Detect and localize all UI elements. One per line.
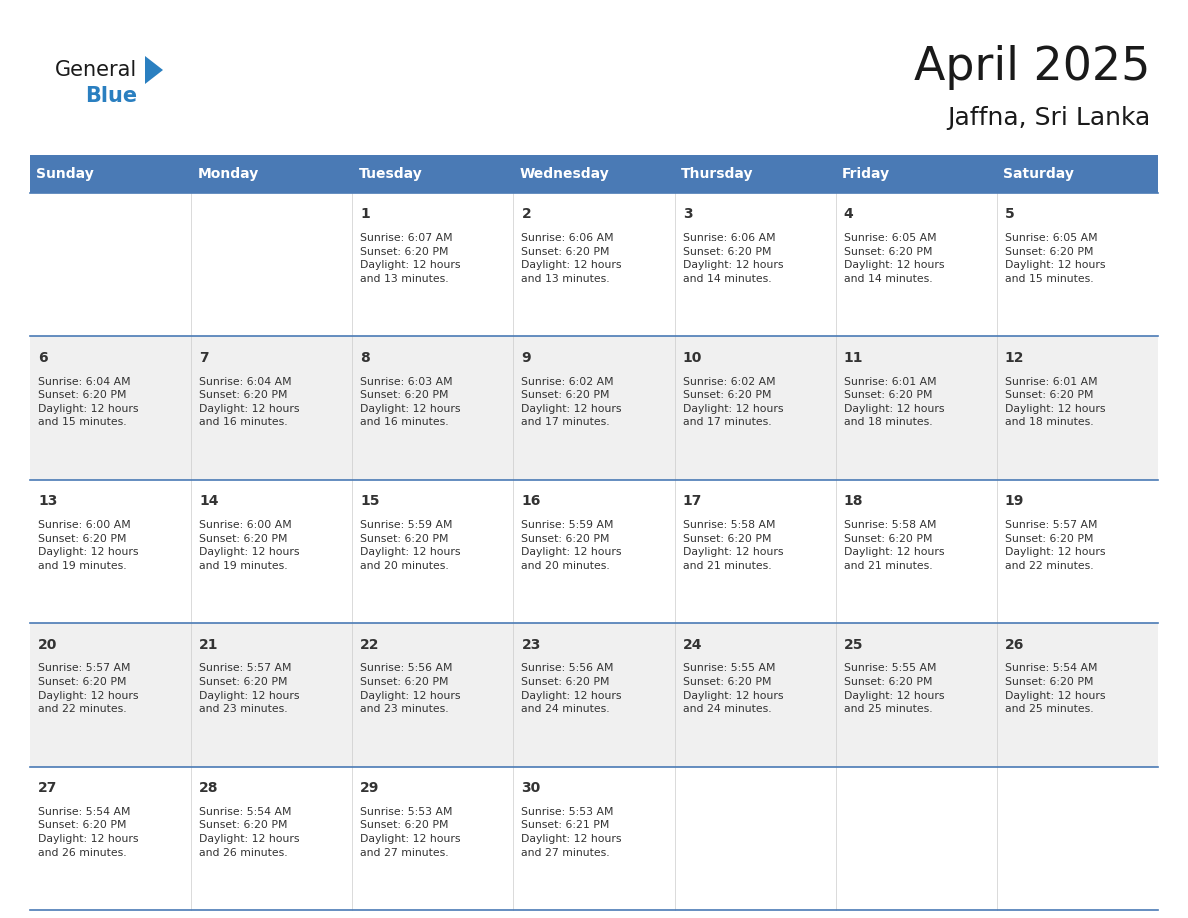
Text: 25: 25 xyxy=(843,637,864,652)
Text: Sunrise: 5:54 AM
Sunset: 6:20 PM
Daylight: 12 hours
and 25 minutes.: Sunrise: 5:54 AM Sunset: 6:20 PM Dayligh… xyxy=(1005,664,1105,714)
Text: Sunrise: 6:04 AM
Sunset: 6:20 PM
Daylight: 12 hours
and 15 minutes.: Sunrise: 6:04 AM Sunset: 6:20 PM Dayligh… xyxy=(38,376,139,428)
Text: Sunrise: 6:02 AM
Sunset: 6:20 PM
Daylight: 12 hours
and 17 minutes.: Sunrise: 6:02 AM Sunset: 6:20 PM Dayligh… xyxy=(683,376,783,428)
Text: 9: 9 xyxy=(522,351,531,364)
Text: Sunrise: 5:58 AM
Sunset: 6:20 PM
Daylight: 12 hours
and 21 minutes.: Sunrise: 5:58 AM Sunset: 6:20 PM Dayligh… xyxy=(683,520,783,571)
Text: 19: 19 xyxy=(1005,494,1024,509)
Text: Blue: Blue xyxy=(86,86,137,106)
Text: 27: 27 xyxy=(38,781,57,795)
Text: Sunrise: 6:01 AM
Sunset: 6:20 PM
Daylight: 12 hours
and 18 minutes.: Sunrise: 6:01 AM Sunset: 6:20 PM Dayligh… xyxy=(843,376,944,428)
Text: Wednesday: Wednesday xyxy=(520,167,609,181)
Text: Sunrise: 5:57 AM
Sunset: 6:20 PM
Daylight: 12 hours
and 22 minutes.: Sunrise: 5:57 AM Sunset: 6:20 PM Dayligh… xyxy=(38,664,139,714)
Text: Sunrise: 5:57 AM
Sunset: 6:20 PM
Daylight: 12 hours
and 22 minutes.: Sunrise: 5:57 AM Sunset: 6:20 PM Dayligh… xyxy=(1005,520,1105,571)
Text: 29: 29 xyxy=(360,781,380,795)
Text: Sunrise: 5:59 AM
Sunset: 6:20 PM
Daylight: 12 hours
and 20 minutes.: Sunrise: 5:59 AM Sunset: 6:20 PM Dayligh… xyxy=(522,520,623,571)
Bar xyxy=(30,480,1158,623)
Text: Saturday: Saturday xyxy=(1004,167,1074,181)
Text: 12: 12 xyxy=(1005,351,1024,364)
Text: 11: 11 xyxy=(843,351,864,364)
Text: 7: 7 xyxy=(200,351,209,364)
Text: Sunrise: 6:06 AM
Sunset: 6:20 PM
Daylight: 12 hours
and 13 minutes.: Sunrise: 6:06 AM Sunset: 6:20 PM Dayligh… xyxy=(522,233,623,284)
Text: April 2025: April 2025 xyxy=(914,46,1150,91)
Text: 20: 20 xyxy=(38,637,57,652)
Text: Sunrise: 5:56 AM
Sunset: 6:20 PM
Daylight: 12 hours
and 23 minutes.: Sunrise: 5:56 AM Sunset: 6:20 PM Dayligh… xyxy=(360,664,461,714)
Text: 30: 30 xyxy=(522,781,541,795)
Text: Sunrise: 5:56 AM
Sunset: 6:20 PM
Daylight: 12 hours
and 24 minutes.: Sunrise: 5:56 AM Sunset: 6:20 PM Dayligh… xyxy=(522,664,623,714)
Text: 18: 18 xyxy=(843,494,864,509)
Text: Sunrise: 6:04 AM
Sunset: 6:20 PM
Daylight: 12 hours
and 16 minutes.: Sunrise: 6:04 AM Sunset: 6:20 PM Dayligh… xyxy=(200,376,299,428)
Text: Sunrise: 5:55 AM
Sunset: 6:20 PM
Daylight: 12 hours
and 24 minutes.: Sunrise: 5:55 AM Sunset: 6:20 PM Dayligh… xyxy=(683,664,783,714)
Text: Sunrise: 6:00 AM
Sunset: 6:20 PM
Daylight: 12 hours
and 19 minutes.: Sunrise: 6:00 AM Sunset: 6:20 PM Dayligh… xyxy=(200,520,299,571)
Text: 10: 10 xyxy=(683,351,702,364)
Text: Tuesday: Tuesday xyxy=(359,167,423,181)
Text: Sunrise: 6:05 AM
Sunset: 6:20 PM
Daylight: 12 hours
and 14 minutes.: Sunrise: 6:05 AM Sunset: 6:20 PM Dayligh… xyxy=(843,233,944,284)
Text: 1: 1 xyxy=(360,207,371,221)
Text: 24: 24 xyxy=(683,637,702,652)
Text: Sunrise: 6:06 AM
Sunset: 6:20 PM
Daylight: 12 hours
and 14 minutes.: Sunrise: 6:06 AM Sunset: 6:20 PM Dayligh… xyxy=(683,233,783,284)
Text: Sunrise: 6:01 AM
Sunset: 6:20 PM
Daylight: 12 hours
and 18 minutes.: Sunrise: 6:01 AM Sunset: 6:20 PM Dayligh… xyxy=(1005,376,1105,428)
Polygon shape xyxy=(145,56,163,84)
Text: 28: 28 xyxy=(200,781,219,795)
Text: Sunrise: 6:03 AM
Sunset: 6:20 PM
Daylight: 12 hours
and 16 minutes.: Sunrise: 6:03 AM Sunset: 6:20 PM Dayligh… xyxy=(360,376,461,428)
Text: 14: 14 xyxy=(200,494,219,509)
Text: General: General xyxy=(55,60,138,80)
Text: Monday: Monday xyxy=(197,167,259,181)
Text: 21: 21 xyxy=(200,637,219,652)
Bar xyxy=(30,336,1158,480)
Text: 4: 4 xyxy=(843,207,853,221)
Bar xyxy=(191,155,353,193)
Bar xyxy=(997,155,1158,193)
Bar xyxy=(835,155,997,193)
Text: Sunrise: 6:00 AM
Sunset: 6:20 PM
Daylight: 12 hours
and 19 minutes.: Sunrise: 6:00 AM Sunset: 6:20 PM Dayligh… xyxy=(38,520,139,571)
Bar xyxy=(513,155,675,193)
Text: 5: 5 xyxy=(1005,207,1015,221)
Text: 3: 3 xyxy=(683,207,693,221)
Text: 6: 6 xyxy=(38,351,48,364)
Text: 26: 26 xyxy=(1005,637,1024,652)
Text: Sunrise: 5:53 AM
Sunset: 6:20 PM
Daylight: 12 hours
and 27 minutes.: Sunrise: 5:53 AM Sunset: 6:20 PM Dayligh… xyxy=(360,807,461,857)
Bar xyxy=(353,155,513,193)
Text: 15: 15 xyxy=(360,494,380,509)
Text: Sunrise: 5:54 AM
Sunset: 6:20 PM
Daylight: 12 hours
and 26 minutes.: Sunrise: 5:54 AM Sunset: 6:20 PM Dayligh… xyxy=(200,807,299,857)
Bar xyxy=(30,155,191,193)
Text: Jaffna, Sri Lanka: Jaffna, Sri Lanka xyxy=(947,106,1150,130)
Bar xyxy=(30,767,1158,910)
Text: 13: 13 xyxy=(38,494,57,509)
Text: Sunrise: 5:57 AM
Sunset: 6:20 PM
Daylight: 12 hours
and 23 minutes.: Sunrise: 5:57 AM Sunset: 6:20 PM Dayligh… xyxy=(200,664,299,714)
Text: 23: 23 xyxy=(522,637,541,652)
Text: 16: 16 xyxy=(522,494,541,509)
Bar xyxy=(675,155,835,193)
Text: Sunrise: 5:54 AM
Sunset: 6:20 PM
Daylight: 12 hours
and 26 minutes.: Sunrise: 5:54 AM Sunset: 6:20 PM Dayligh… xyxy=(38,807,139,857)
Text: Sunrise: 6:02 AM
Sunset: 6:20 PM
Daylight: 12 hours
and 17 minutes.: Sunrise: 6:02 AM Sunset: 6:20 PM Dayligh… xyxy=(522,376,623,428)
Text: 8: 8 xyxy=(360,351,371,364)
Text: 2: 2 xyxy=(522,207,531,221)
Text: Thursday: Thursday xyxy=(681,167,753,181)
Text: Sunday: Sunday xyxy=(37,167,94,181)
Text: Sunrise: 5:59 AM
Sunset: 6:20 PM
Daylight: 12 hours
and 20 minutes.: Sunrise: 5:59 AM Sunset: 6:20 PM Dayligh… xyxy=(360,520,461,571)
Text: Friday: Friday xyxy=(842,167,890,181)
Text: 17: 17 xyxy=(683,494,702,509)
Text: Sunrise: 5:53 AM
Sunset: 6:21 PM
Daylight: 12 hours
and 27 minutes.: Sunrise: 5:53 AM Sunset: 6:21 PM Dayligh… xyxy=(522,807,623,857)
Text: Sunrise: 6:07 AM
Sunset: 6:20 PM
Daylight: 12 hours
and 13 minutes.: Sunrise: 6:07 AM Sunset: 6:20 PM Dayligh… xyxy=(360,233,461,284)
Text: 22: 22 xyxy=(360,637,380,652)
Bar xyxy=(30,193,1158,336)
Text: Sunrise: 5:55 AM
Sunset: 6:20 PM
Daylight: 12 hours
and 25 minutes.: Sunrise: 5:55 AM Sunset: 6:20 PM Dayligh… xyxy=(843,664,944,714)
Bar xyxy=(30,623,1158,767)
Text: Sunrise: 6:05 AM
Sunset: 6:20 PM
Daylight: 12 hours
and 15 minutes.: Sunrise: 6:05 AM Sunset: 6:20 PM Dayligh… xyxy=(1005,233,1105,284)
Text: Sunrise: 5:58 AM
Sunset: 6:20 PM
Daylight: 12 hours
and 21 minutes.: Sunrise: 5:58 AM Sunset: 6:20 PM Dayligh… xyxy=(843,520,944,571)
